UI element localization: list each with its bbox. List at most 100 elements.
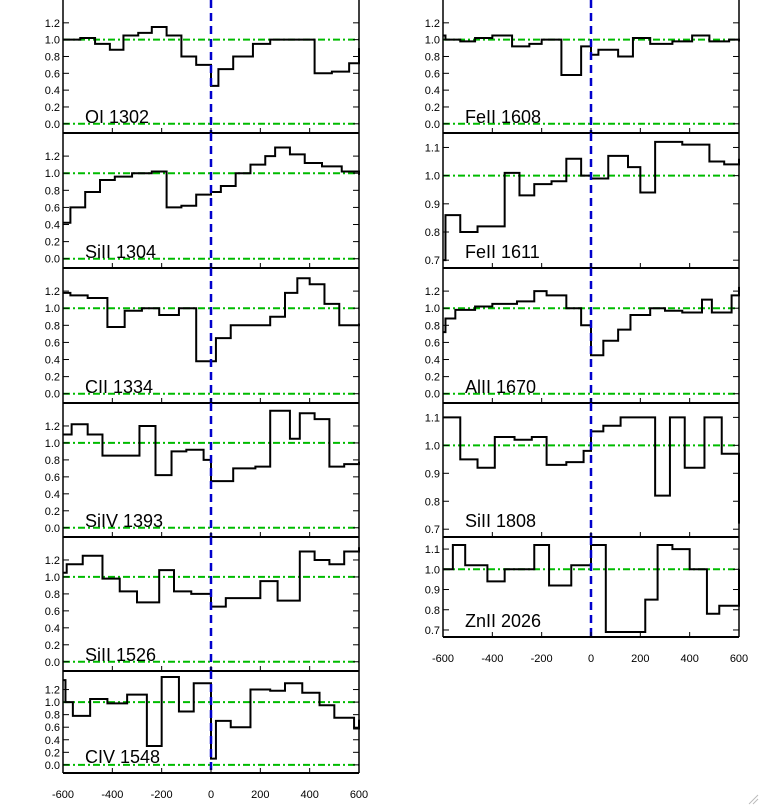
y-tick-label: 0.2 xyxy=(425,102,440,114)
y-tick-label: 0.0 xyxy=(45,389,60,401)
x-tick-label: -400 xyxy=(481,653,503,665)
y-tick-label: 1.0 xyxy=(425,35,440,47)
x-tick-label: -200 xyxy=(531,653,553,665)
panel-label: SiII 1304 xyxy=(85,242,156,262)
panel-label: SiIV 1393 xyxy=(85,511,163,531)
y-tick-label: 0.0 xyxy=(425,119,440,131)
y-tick-label: 1.2 xyxy=(45,685,60,697)
y-tick-label: 1.0 xyxy=(425,440,440,452)
y-tick-label: 0.8 xyxy=(425,605,440,617)
y-tick-label: 1.2 xyxy=(45,286,60,298)
y-tick-label: 0.9 xyxy=(425,468,440,480)
spectrum-line xyxy=(63,676,360,760)
panel-label: OI 1302 xyxy=(85,107,149,127)
spectrum-line xyxy=(63,277,360,363)
y-tick-label: 0.4 xyxy=(45,623,60,635)
y-tick-label: 0.4 xyxy=(45,85,60,97)
y-tick-label: 1.0 xyxy=(45,303,60,315)
y-tick-label: 0.4 xyxy=(45,735,60,747)
panel-label: CII 1334 xyxy=(85,377,153,397)
y-tick-label: 0.2 xyxy=(45,237,60,249)
panel-2: 0.0 0.2 0.4 0.6 0.8 1.0 1.2 CII 1334 xyxy=(45,268,360,404)
spectrum-line xyxy=(443,416,740,524)
y-tick-label: 1.2 xyxy=(45,421,60,433)
y-tick-label: 0.7 xyxy=(425,255,440,267)
y-tick-label: 0.8 xyxy=(425,227,440,239)
spectrum-line xyxy=(63,26,360,87)
panel-1: 0.0 0.2 0.4 0.6 0.8 1.0 1.2 SiII 1304 xyxy=(45,133,360,269)
y-tick-label: 0.9 xyxy=(425,585,440,597)
x-tick-label: 600 xyxy=(350,789,368,801)
y-tick-label: 1.1 xyxy=(425,544,440,556)
y-tick-label: 0.8 xyxy=(45,320,60,332)
y-tick-label: 0.8 xyxy=(425,51,440,63)
y-tick-label: 1.2 xyxy=(45,555,60,567)
x-tick-label: 200 xyxy=(631,653,649,665)
y-tick-label: 0.9 xyxy=(425,199,440,211)
spectrum-line xyxy=(63,547,360,608)
y-tick-label: 1.0 xyxy=(425,564,440,576)
panel-label: FeII 1611 xyxy=(465,242,540,262)
x-tick-label: 200 xyxy=(251,789,269,801)
y-tick-label: 1.2 xyxy=(45,18,60,30)
y-tick-label: 1.1 xyxy=(425,412,440,424)
y-tick-label: 1.0 xyxy=(425,171,440,183)
panel-5: 0.00.20.40.60.81.01.2 -600 -400 -200 0 200 400… xyxy=(45,671,368,801)
y-tick-label: 0.8 xyxy=(45,710,60,722)
panel-label: CIV 1548 xyxy=(85,747,160,767)
y-tick-label: 1.2 xyxy=(425,18,440,30)
panel-0: 0.0 0.2 0.4 0.6 0.8 1.0 1.2 OI 1302 xyxy=(45,0,360,134)
y-tick-label: 0.4 xyxy=(425,85,440,97)
y-tick-label: 0.0 xyxy=(45,760,60,772)
y-tick-label: 0.0 xyxy=(45,523,60,535)
x-tick-label: -600 xyxy=(432,653,454,665)
y-tick-label: 0.8 xyxy=(45,51,60,63)
y-tick-label: 1.0 xyxy=(45,697,60,709)
panel-6: 0.0 0.2 0.4 0.6 0.8 1.0 1.2 FeII 1608 xyxy=(425,0,740,134)
resize-grip-icon[interactable] xyxy=(747,793,759,805)
y-tick-label: 1.0 xyxy=(45,572,60,584)
y-tick-label: 1.2 xyxy=(45,151,60,163)
x-tick-label: -600 xyxy=(52,789,74,801)
panel-9: 0.7 0.8 0.9 1.0 1.1 SiII 1808 xyxy=(425,403,740,538)
y-tick-label: 1.2 xyxy=(425,286,440,298)
y-tick-label: 1.0 xyxy=(425,303,440,315)
panel-label: ZnII 2026 xyxy=(465,611,541,631)
panel-label: SiII 1526 xyxy=(85,645,156,665)
y-tick-label: 0.2 xyxy=(45,372,60,384)
y-tick-label: 0.4 xyxy=(45,489,60,501)
y-tick-label: 1.0 xyxy=(45,35,60,47)
panel-4: 0.0 0.2 0.4 0.6 0.8 1.0 1.2 SiII 1526 xyxy=(45,537,360,672)
x-tick-label: 400 xyxy=(300,789,318,801)
panel-3: 0.0 0.2 0.4 0.6 0.8 1.0 1.2 SiIV 1393 xyxy=(45,403,360,538)
x-tick-label: -400 xyxy=(101,789,123,801)
panel-7: 0.7 0.8 0.9 1.0 1.1 FeII 1611 xyxy=(425,133,740,269)
y-tick-label: 0.2 xyxy=(45,506,60,518)
y-tick-label: 1.0 xyxy=(45,438,60,450)
panel-label: AlII 1670 xyxy=(465,377,536,397)
y-tick-label: 0.6 xyxy=(45,337,60,349)
spectrum-line xyxy=(443,140,740,262)
panel-10: 0.7 0.8 0.9 1.0 1.1 -600 -400 -200 0 200 400 600 ZnI… xyxy=(425,537,748,665)
y-tick-label: 0.6 xyxy=(425,68,440,80)
y-tick-label: 0.0 xyxy=(45,119,60,131)
y-tick-label: 0.6 xyxy=(45,202,60,214)
y-tick-label: 0.8 xyxy=(425,496,440,508)
y-tick-label: 0.2 xyxy=(425,372,440,384)
y-tick-label: 0.4 xyxy=(425,355,440,367)
y-tick-label: 0.6 xyxy=(425,337,440,349)
x-tick-label: 0 xyxy=(588,653,594,665)
y-tick-label: 0.4 xyxy=(45,220,60,232)
y-tick-label: 0.4 xyxy=(45,355,60,367)
y-tick-label: 0.8 xyxy=(45,185,60,197)
y-tick-label: 0.0 xyxy=(425,389,440,401)
spectrum-line xyxy=(443,544,740,633)
y-tick-label: 1.0 xyxy=(45,168,60,180)
y-tick-label: 0.2 xyxy=(45,747,60,759)
y-tick-label: 0.7 xyxy=(425,524,440,536)
x-tick-label: 600 xyxy=(730,653,748,665)
y-tick-label: 0.8 xyxy=(45,455,60,467)
y-tick-label: 1.1 xyxy=(425,142,440,154)
x-tick-label: 0 xyxy=(208,789,214,801)
